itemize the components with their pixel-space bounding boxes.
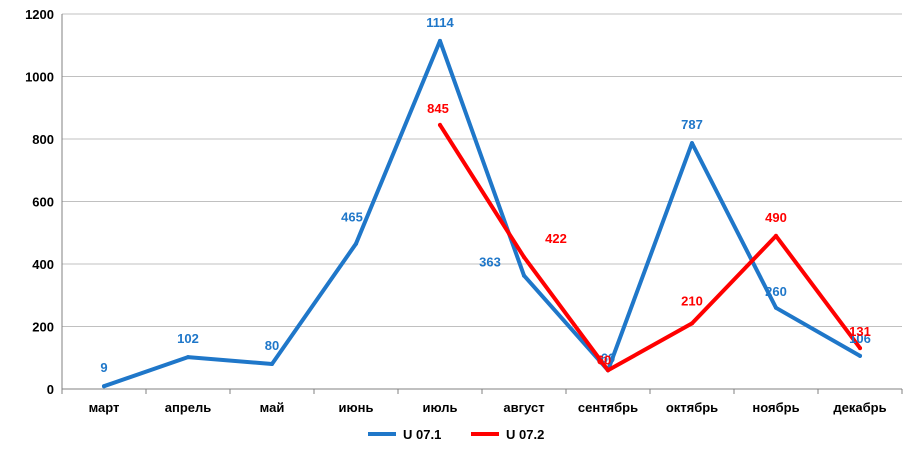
data-point xyxy=(858,346,862,351)
y-tick-label: 1200 xyxy=(25,7,54,22)
y-tick-label: 600 xyxy=(32,195,54,210)
axes xyxy=(61,14,903,394)
data-point xyxy=(858,353,862,358)
data-label: 465 xyxy=(341,210,363,225)
data-point xyxy=(354,241,358,246)
data-point xyxy=(186,355,190,360)
y-tick-label: 400 xyxy=(32,257,54,272)
y-tick-label: 800 xyxy=(32,132,54,147)
y-tick-labels: 0 200 400 600 800 1000 1200 xyxy=(25,7,54,397)
data-point xyxy=(270,362,274,366)
data-point xyxy=(522,255,526,260)
x-tick-label: июнь xyxy=(339,400,374,415)
data-label: 1114 xyxy=(426,15,454,30)
data-point xyxy=(774,305,778,310)
data-label: 787 xyxy=(681,117,703,132)
data-label: 845 xyxy=(427,101,449,116)
series-lines xyxy=(102,38,862,389)
data-label: 260 xyxy=(765,284,787,299)
data-label: 80 xyxy=(265,338,279,353)
series-line-0 xyxy=(102,38,862,389)
series-line-1 xyxy=(438,122,862,373)
data-point xyxy=(690,141,694,146)
data-label: 106 xyxy=(849,331,871,346)
data-label: 131 xyxy=(849,324,871,339)
data-point xyxy=(690,321,694,326)
x-tick-label: июль xyxy=(422,400,457,415)
data-label: 210 xyxy=(681,293,703,308)
data-label: 363 xyxy=(479,255,501,270)
x-tick-label: декабрь xyxy=(833,400,886,415)
data-point xyxy=(774,233,778,238)
x-tick-label: ноябрь xyxy=(752,400,799,415)
x-tick-labels: март апрель май июнь июль август сентябрь октяб… xyxy=(89,400,887,415)
data-point xyxy=(606,368,610,373)
data-point xyxy=(102,384,106,389)
data-label: 422 xyxy=(545,231,567,246)
x-tick-label: октябрь xyxy=(666,400,718,415)
data-label: 102 xyxy=(177,331,199,346)
x-tick-label: март xyxy=(89,400,120,415)
legend-label-u071: U 07.1 xyxy=(403,427,441,442)
x-tick-label: сентябрь xyxy=(578,400,638,415)
data-point xyxy=(438,122,442,127)
legend-label-u072: U 07.2 xyxy=(506,427,544,442)
data-labels: 9 102 80 465 1114 363 60 787 260 106 845 422 60 210 49… xyxy=(100,15,870,375)
data-point xyxy=(438,38,442,43)
y-tick-label: 200 xyxy=(32,320,54,335)
data-label: 60 xyxy=(597,352,611,367)
x-tick-label: май xyxy=(260,400,285,415)
y-tick-label: 0 xyxy=(47,382,54,397)
y-tick-label: 1000 xyxy=(25,70,54,85)
legend: U 07.1 U 07.2 xyxy=(368,427,544,442)
data-point xyxy=(522,273,526,278)
gridlines xyxy=(62,13,902,327)
data-label: 9 xyxy=(100,360,107,375)
x-tick-label: август xyxy=(503,400,544,415)
x-tick-label: апрель xyxy=(165,400,212,415)
data-label: 490 xyxy=(765,210,787,225)
data-label: 60 xyxy=(601,350,615,365)
